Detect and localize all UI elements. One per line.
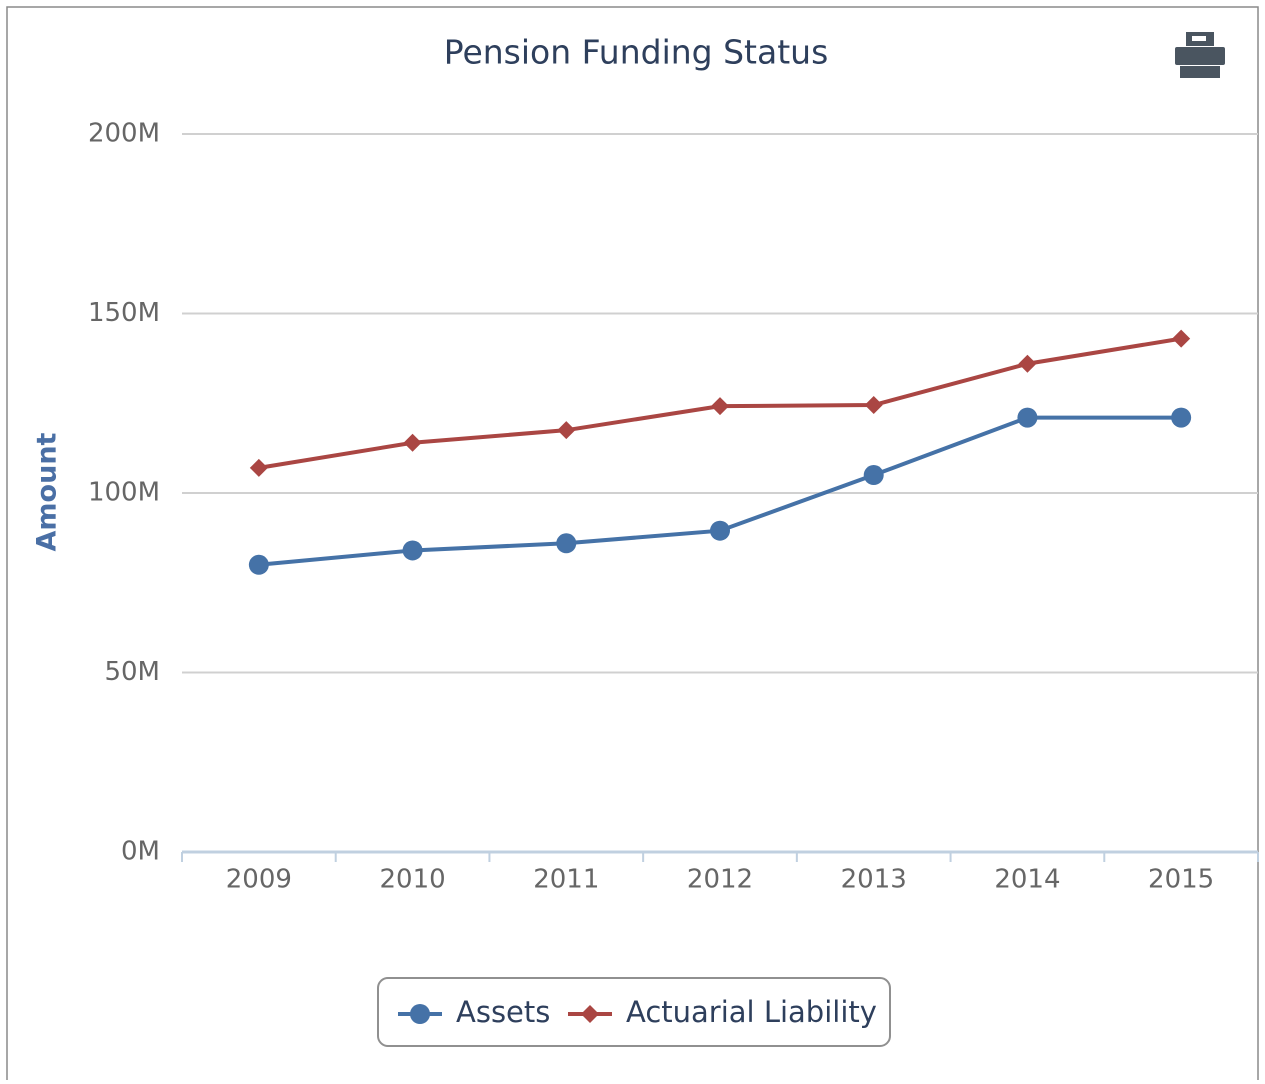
print-icon-body: [1175, 47, 1225, 65]
y-tick-label: 150M: [88, 298, 160, 328]
legend-marker: [410, 1004, 430, 1024]
y-tick-label: 100M: [88, 478, 160, 508]
chart-title: Pension Funding Status: [444, 33, 829, 72]
x-tick-label: 2013: [841, 865, 907, 895]
data-point: [1018, 354, 1037, 373]
print-button[interactable]: [1175, 32, 1225, 78]
x-tick-label: 2012: [687, 865, 753, 895]
data-point: [1017, 407, 1038, 428]
x-tick-label: 2010: [379, 865, 445, 895]
print-icon-tray: [1180, 66, 1220, 78]
data-point: [556, 533, 577, 554]
data-point: [1172, 329, 1191, 348]
data-point: [710, 520, 730, 541]
x-tick-label: 2011: [533, 865, 599, 895]
x-tick-label: 2015: [1148, 865, 1214, 895]
legend-box: [377, 977, 891, 1047]
data-point: [1171, 407, 1192, 428]
legend-label: Actuarial Liability: [626, 995, 877, 1029]
data-point: [864, 396, 883, 415]
x-tick-label: 2009: [226, 865, 292, 895]
data-point: [248, 554, 269, 575]
data-point: [711, 397, 729, 416]
data-point: [403, 433, 422, 452]
print-icon-slot: [1192, 36, 1206, 41]
data-point: [402, 540, 423, 561]
legend-label: Assets: [456, 995, 550, 1029]
data-point: [557, 421, 576, 440]
y-tick-label: 50M: [104, 657, 160, 687]
y-tick-label: 200M: [88, 119, 160, 149]
legend-marker: [581, 1005, 599, 1023]
y-tick-label: 0M: [121, 837, 160, 867]
chart-frame: [6, 6, 1259, 1084]
data-point: [863, 465, 884, 486]
y-axis-title: Amount: [32, 432, 63, 551]
data-point: [249, 458, 268, 477]
x-tick-label: 2014: [994, 865, 1060, 895]
